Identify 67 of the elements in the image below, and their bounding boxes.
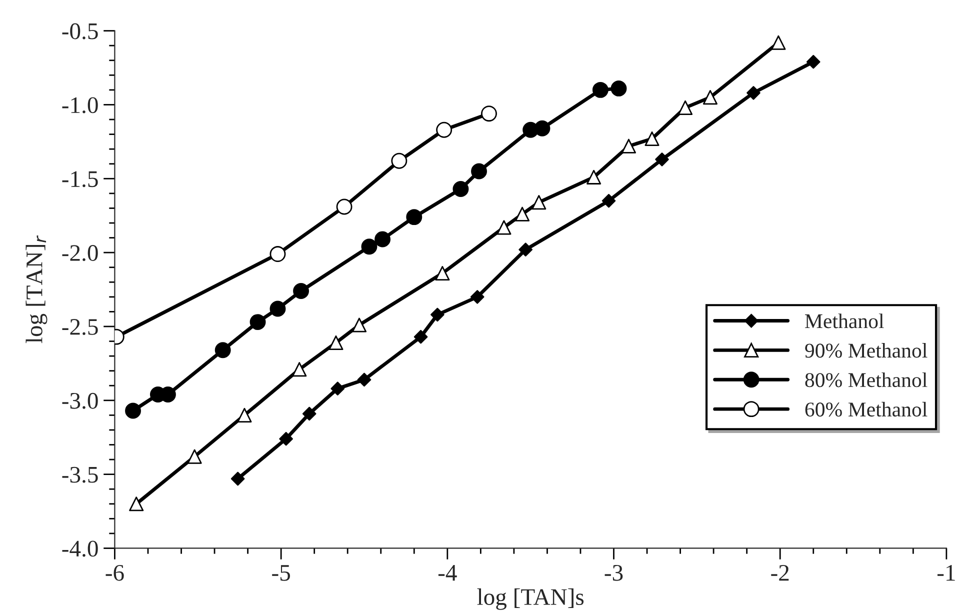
point: [328, 335, 344, 350]
point: [357, 372, 372, 387]
point: [129, 496, 144, 512]
point: [302, 406, 316, 421]
point: [436, 122, 452, 138]
legend-label: Methanol: [805, 314, 884, 328]
y-tick-label: -3.0: [62, 392, 98, 409]
x-tick-label: -6: [106, 564, 124, 581]
point: [214, 342, 231, 358]
y-tick-label: -2.5: [62, 319, 98, 336]
point: [270, 246, 286, 262]
y-tick-label: -2.0: [62, 245, 98, 262]
point: [452, 181, 469, 197]
point: [702, 90, 718, 105]
legend-label: 60% Methanol: [805, 402, 928, 417]
point: [586, 170, 602, 184]
point: [336, 198, 352, 215]
point: [430, 308, 444, 322]
point: [610, 80, 627, 96]
point: [678, 100, 693, 115]
point: [621, 138, 636, 154]
point: [470, 290, 484, 304]
point: [496, 220, 512, 235]
point: [374, 231, 391, 248]
point: [602, 194, 616, 208]
y-tick-label: -0.5: [62, 23, 98, 40]
point: [806, 54, 820, 69]
point: [330, 382, 345, 396]
point: [534, 120, 550, 136]
point: [414, 330, 428, 344]
point: [391, 152, 408, 169]
x-tick-label: -5: [272, 565, 290, 581]
legend-label: 90% Methanol: [805, 343, 928, 358]
point: [361, 238, 378, 255]
point: [293, 283, 310, 299]
x-axis-title: log [TAN]s: [477, 588, 584, 610]
point: [514, 206, 530, 222]
point: [592, 82, 608, 98]
point: [518, 242, 532, 257]
point: [532, 195, 546, 210]
y-tick-label: -1.0: [62, 97, 98, 114]
x-tick-label: -4: [438, 565, 457, 581]
point: [655, 152, 669, 166]
point: [435, 266, 450, 281]
point: [125, 402, 141, 419]
point: [230, 472, 245, 486]
point: [270, 300, 286, 317]
point: [352, 318, 367, 332]
point: [187, 449, 202, 464]
point: [644, 131, 660, 146]
point: [292, 362, 307, 377]
point: [279, 432, 293, 446]
point: [746, 86, 760, 100]
point: [406, 209, 422, 226]
point: [237, 408, 252, 422]
point: [771, 35, 786, 50]
y-axis-title: log [TAN]$_{r}$: [26, 235, 48, 344]
y-tick-label: -4.0: [62, 540, 98, 557]
point: [250, 314, 266, 330]
x-tick-label: -1: [937, 565, 955, 581]
y-tick-label: -3.5: [62, 466, 98, 483]
legend-label: 80% Methanol: [805, 372, 928, 388]
x-tick-label: -2: [771, 564, 789, 581]
point: [471, 163, 487, 180]
x-tick-label: -3: [604, 564, 623, 581]
point: [481, 106, 497, 122]
y-tick-label: -1.5: [62, 171, 98, 188]
